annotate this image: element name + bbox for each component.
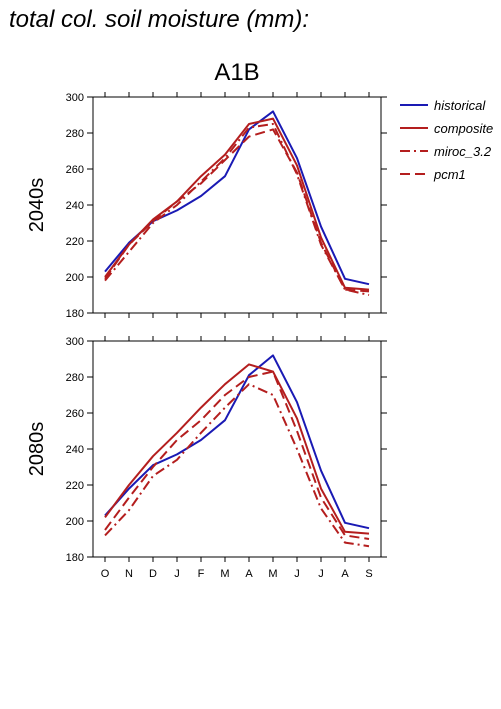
legend-item: miroc_3.2 <box>400 144 492 159</box>
legend-label: historical <box>434 98 486 113</box>
y-tick-label: 180 <box>66 552 84 564</box>
panel-label: 2080s <box>26 422 48 477</box>
y-tick-label: 280 <box>66 128 84 140</box>
figure-title: total col. soil moisture (mm): <box>9 6 310 33</box>
legend-item: pcm1 <box>400 167 466 182</box>
y-tick-label: 200 <box>66 516 84 528</box>
x-tick-label: M <box>220 568 229 580</box>
series-line-pcm1 <box>104 128 370 293</box>
scenario-title: A1B <box>214 59 259 86</box>
legend-label: composite <box>434 121 493 136</box>
x-tick-label: J <box>318 568 324 580</box>
y-tick-label: 300 <box>66 336 84 348</box>
x-tick-label: A <box>341 568 349 580</box>
y-tick-label: 200 <box>66 272 84 284</box>
y-tick-label: 260 <box>66 408 84 420</box>
series-line-miroc-3-2 <box>104 383 370 548</box>
x-tick-label: A <box>245 568 253 580</box>
legend-label: miroc_3.2 <box>434 144 492 159</box>
series-line-historical <box>104 354 370 530</box>
plot-frame <box>92 96 382 314</box>
series-line-pcm1 <box>104 370 370 540</box>
x-tick-label: O <box>101 568 110 580</box>
legend: historical composite miroc_3.2 pcm1 <box>400 98 493 182</box>
x-tick-label: J <box>174 568 180 580</box>
x-tick-label: F <box>198 568 205 580</box>
x-tick-label: D <box>149 568 157 580</box>
panel-label: 2040s <box>26 178 48 233</box>
panel-2080s: 180 200 220 240 260 280 300 O N D J F M A M J J A S 2080s <box>26 336 387 580</box>
legend-label: pcm1 <box>433 167 466 182</box>
x-tick-label: N <box>125 568 133 580</box>
y-tick-label: 220 <box>66 236 84 248</box>
x-tick-label: J <box>294 568 300 580</box>
series-line-miroc-3-2 <box>104 123 370 296</box>
series-line-composite <box>104 363 370 535</box>
panels: 180 200 220 240 260 280 300 2040s 180 200 220 240 26… <box>26 92 387 580</box>
series-line-composite <box>104 117 370 291</box>
legend-item: historical <box>400 98 486 113</box>
panel-2040s: 180 200 220 240 260 280 300 2040s <box>26 92 387 320</box>
y-tick-label: 280 <box>66 372 84 384</box>
y-tick-label: 260 <box>66 164 84 176</box>
y-tick-label: 300 <box>66 92 84 104</box>
x-tick-label: M <box>268 568 277 580</box>
y-tick-label: 220 <box>66 480 84 492</box>
y-tick-label: 240 <box>66 444 84 456</box>
x-tick-label: S <box>365 568 372 580</box>
y-tick-label: 180 <box>66 308 84 320</box>
legend-item: composite <box>400 121 493 136</box>
y-tick-label: 240 <box>66 200 84 212</box>
